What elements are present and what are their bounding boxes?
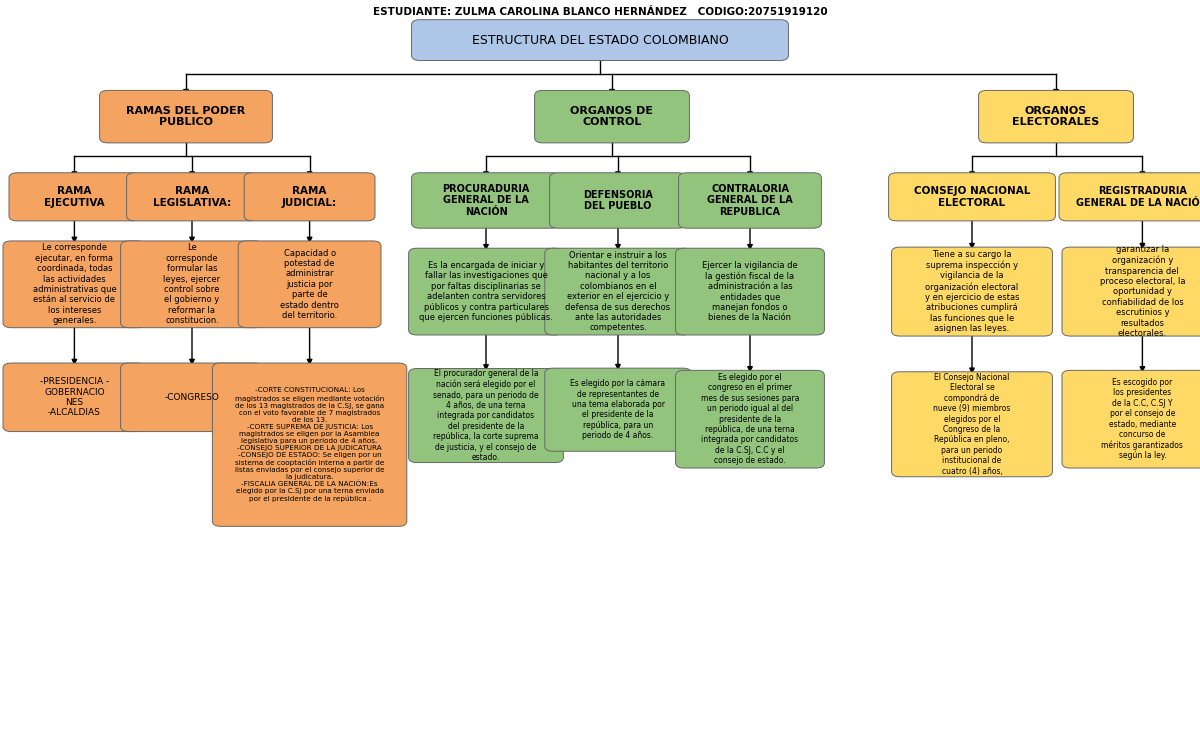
FancyBboxPatch shape — [979, 90, 1134, 143]
FancyBboxPatch shape — [892, 247, 1052, 336]
FancyBboxPatch shape — [239, 241, 382, 328]
FancyBboxPatch shape — [535, 90, 689, 143]
Text: RAMA
EJECUTIVA: RAMA EJECUTIVA — [44, 186, 104, 208]
FancyBboxPatch shape — [545, 368, 691, 451]
Text: CONTRALORIA
GENERAL DE LA
REPUBLICA: CONTRALORIA GENERAL DE LA REPUBLICA — [707, 184, 793, 217]
Text: PROCURADURIA
GENERAL DE LA
NACIÓN: PROCURADURIA GENERAL DE LA NACIÓN — [443, 184, 529, 217]
FancyBboxPatch shape — [1062, 247, 1200, 336]
Text: REGISTRADURIA
GENERAL DE LA NACIÓN: REGISTRADURIA GENERAL DE LA NACIÓN — [1076, 186, 1200, 208]
FancyBboxPatch shape — [121, 363, 264, 432]
Text: ORGANOS
ELECTORALES: ORGANOS ELECTORALES — [1013, 106, 1099, 128]
Text: ESTUDIANTE: ZULMA CAROLINA BLANCO HERNÁNDEZ   CODIGO:20751919120: ESTUDIANTE: ZULMA CAROLINA BLANCO HERNÁN… — [373, 7, 827, 17]
Text: RAMA
LEGISLATIVA:: RAMA LEGISLATIVA: — [152, 186, 232, 208]
FancyBboxPatch shape — [100, 90, 272, 143]
Text: -CORTE CONSTITUCIONAL: Los
magistrados se eligen mediante votación
de los 13 mag: -CORTE CONSTITUCIONAL: Los magistrados s… — [235, 387, 384, 502]
FancyBboxPatch shape — [245, 173, 374, 221]
FancyBboxPatch shape — [676, 249, 824, 335]
Text: Orientar e instruir a los
habitantes del territorio
nacional y a los
colombianos: Orientar e instruir a los habitantes del… — [565, 251, 671, 332]
Text: ESTRUCTURA DEL ESTADO COLOMBIANO: ESTRUCTURA DEL ESTADO COLOMBIANO — [472, 34, 728, 47]
Text: Tiene a su cargo la
suprema inspección y
vigilancia de la
organización electoral: Tiene a su cargo la suprema inspección y… — [925, 250, 1019, 333]
Text: Le corresponde
ejecutar, en forma
coordinada, todas
las actividades
administrati: Le corresponde ejecutar, en forma coordi… — [32, 243, 116, 325]
FancyBboxPatch shape — [8, 173, 139, 221]
FancyBboxPatch shape — [4, 363, 146, 432]
FancyBboxPatch shape — [892, 372, 1052, 477]
Text: Capacidad o
potestad de
administrar
justicia por
parte de
estado dentro
del terr: Capacidad o potestad de administrar just… — [280, 249, 340, 320]
FancyBboxPatch shape — [412, 173, 560, 228]
Text: ORGANOS DE
CONTROL: ORGANOS DE CONTROL — [570, 106, 654, 128]
FancyBboxPatch shape — [408, 249, 564, 335]
Text: -PRESIDENCIA -
GOBERNACIO
NES
-ALCALDIAS: -PRESIDENCIA - GOBERNACIO NES -ALCALDIAS — [40, 377, 109, 418]
FancyBboxPatch shape — [1062, 370, 1200, 468]
Text: RAMAS DEL PODER
PUBLICO: RAMAS DEL PODER PUBLICO — [126, 106, 246, 128]
Text: CONSEJO NACIONAL
ELECTORAL: CONSEJO NACIONAL ELECTORAL — [914, 186, 1030, 208]
FancyBboxPatch shape — [408, 369, 564, 463]
Text: El Consejo Nacional
Electoral se
compondrá de
nueve (9) miembros
elegidos por el: El Consejo Nacional Electoral se compond… — [934, 373, 1010, 475]
FancyBboxPatch shape — [679, 173, 821, 228]
Text: garantizar la
organización y
transparencia del
proceso electoral, la
oportunidad: garantizar la organización y transparenc… — [1099, 245, 1186, 338]
Text: -CONGRESO: -CONGRESO — [164, 393, 220, 402]
Text: Es escogido por
los presidentes
de la C.C, C.SJ Y
por el consejo de
estado, medi: Es escogido por los presidentes de la C.… — [1102, 378, 1183, 461]
FancyBboxPatch shape — [212, 363, 407, 526]
FancyBboxPatch shape — [545, 249, 691, 335]
Text: Es elegido por el
congreso en el primer
mes de sus sesiones para
un periodo igua: Es elegido por el congreso en el primer … — [701, 373, 799, 465]
Text: El procurador general de la
nación será elegido por el
senado, para un periodo d: El procurador general de la nación será … — [433, 369, 539, 462]
FancyBboxPatch shape — [121, 241, 264, 328]
FancyBboxPatch shape — [676, 370, 824, 468]
Text: Es elegido por la cámara
de representantes de
una tema elaborada por
el presiden: Es elegido por la cámara de representant… — [570, 379, 666, 440]
FancyBboxPatch shape — [550, 173, 686, 228]
FancyBboxPatch shape — [888, 173, 1056, 221]
Text: RAMA
JUDICIAL:: RAMA JUDICIAL: — [282, 186, 337, 208]
Text: DEFENSORIA
DEL PUEBLO: DEFENSORIA DEL PUEBLO — [583, 190, 653, 211]
Text: Le
corresponde
formular las
leyes, ejercer
control sobre
el gobierno y
reformar : Le corresponde formular las leyes, ejerc… — [163, 243, 221, 325]
FancyBboxPatch shape — [4, 241, 146, 328]
FancyBboxPatch shape — [412, 20, 788, 61]
FancyBboxPatch shape — [1060, 173, 1200, 221]
Text: Ejercer la vigilancia de
la gestión fiscal de la
administración a las
entidades : Ejercer la vigilancia de la gestión fisc… — [702, 261, 798, 322]
Text: Es la encargada de iniciar y
fallar las investigaciones que
por faltas disciplin: Es la encargada de iniciar y fallar las … — [419, 261, 553, 322]
FancyBboxPatch shape — [127, 173, 257, 221]
